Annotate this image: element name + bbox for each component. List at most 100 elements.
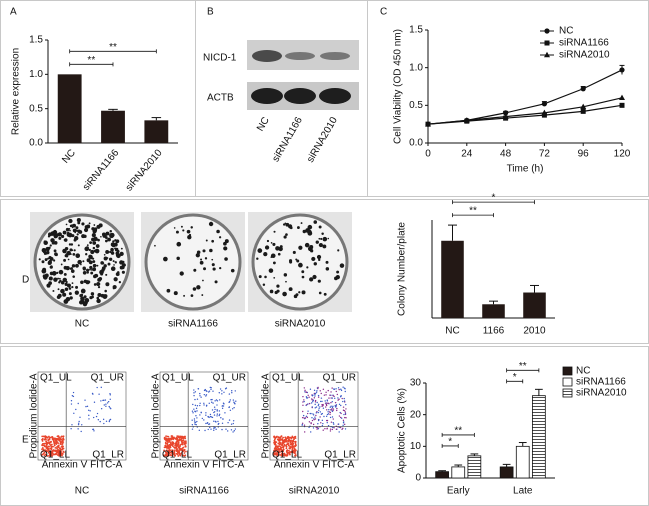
- event-dot: [330, 401, 332, 404]
- x-tick-label: NC: [60, 148, 78, 166]
- event-dot: [196, 405, 199, 407]
- colony-dot: [66, 250, 71, 256]
- event-dot: [91, 392, 94, 395]
- colony-dot: [76, 233, 79, 236]
- colony-dot: [86, 244, 89, 247]
- colony-dot: [60, 280, 65, 285]
- colony-dot: [307, 224, 313, 230]
- colony-dot: [334, 276, 338, 281]
- colony-dot: [83, 295, 87, 299]
- colony-dot: [78, 300, 84, 305]
- event-dot: [228, 406, 230, 409]
- event-dot: [182, 439, 185, 442]
- event-dot: [209, 413, 212, 416]
- event-dot: [327, 413, 330, 415]
- colony-dot: [98, 223, 103, 228]
- event-dot: [318, 409, 320, 411]
- colony-dot: [103, 253, 106, 256]
- event-dot: [205, 414, 207, 416]
- event-dot: [102, 399, 104, 402]
- event-dot: [320, 392, 322, 395]
- colony-dot: [86, 271, 89, 274]
- colony-dot: [223, 246, 228, 251]
- colony-dot: [107, 262, 111, 266]
- event-dot: [319, 400, 322, 403]
- event-dot: [218, 413, 221, 416]
- colony-dot: [179, 271, 184, 276]
- event-dot: [103, 422, 105, 425]
- event-dot: [334, 401, 337, 404]
- event-dot: [164, 454, 167, 456]
- event-dot: [221, 407, 224, 410]
- event-dot: [99, 420, 101, 423]
- colony-dot: [67, 231, 70, 234]
- colony-dot: [270, 241, 273, 244]
- colony-dot: [68, 218, 73, 224]
- event-dot: [57, 446, 60, 449]
- colony-dot: [68, 292, 72, 296]
- colony-dot: [71, 282, 74, 285]
- event-dot: [311, 395, 314, 397]
- event-dot: [303, 387, 306, 389]
- event-dot: [331, 406, 334, 409]
- event-dot: [226, 430, 229, 432]
- event-dot: [327, 424, 330, 427]
- event-dot: [194, 404, 197, 407]
- event-dot: [167, 437, 170, 440]
- event-dot: [191, 419, 193, 421]
- event-dot: [311, 406, 313, 408]
- event-dot: [178, 450, 180, 453]
- colony-dot: [272, 242, 276, 246]
- event-dot: [342, 422, 345, 424]
- event-dot: [230, 423, 233, 425]
- series-line: [427, 69, 623, 125]
- event-dot: [338, 415, 341, 417]
- colony-dot: [93, 283, 97, 286]
- colony-dot: [119, 260, 124, 265]
- bar: [435, 471, 449, 479]
- colony-dot: [83, 268, 86, 271]
- event-dot: [289, 451, 291, 454]
- colony-dot: [283, 235, 287, 239]
- event-dot: [222, 402, 225, 404]
- event-dot: [331, 401, 333, 403]
- event-dot: [167, 435, 170, 438]
- colony-dot: [76, 218, 81, 223]
- colony-dot: [298, 291, 301, 294]
- event-dot: [205, 394, 208, 396]
- event-dot: [203, 404, 205, 406]
- colony-dot: [273, 276, 276, 279]
- flow-x-label: Annexin V FITC-A: [164, 460, 245, 471]
- colony-dot: [65, 265, 70, 271]
- event-dot: [282, 446, 285, 449]
- event-dot: [286, 449, 289, 452]
- event-dot: [93, 401, 96, 403]
- event-dot: [314, 395, 316, 397]
- colony-dot: [269, 289, 274, 294]
- colony-dot: [57, 232, 62, 237]
- event-dot: [95, 415, 98, 418]
- event-dot: [218, 414, 220, 417]
- event-dot: [215, 399, 218, 401]
- colony-dot: [75, 226, 79, 230]
- event-dot: [336, 407, 338, 410]
- quadrant-label: Q1_UL: [40, 373, 72, 384]
- event-dot: [285, 454, 288, 457]
- event-dot: [312, 413, 314, 415]
- y-tick-label: 30: [410, 378, 422, 389]
- colony-dot: [175, 230, 179, 234]
- event-dot: [216, 404, 218, 406]
- event-dot: [163, 454, 165, 457]
- event-dot: [301, 422, 304, 425]
- event-dot: [275, 453, 278, 456]
- event-dot: [285, 440, 288, 443]
- event-dot: [276, 455, 279, 457]
- event-dot: [178, 453, 181, 456]
- colony-dot: [201, 294, 204, 296]
- colony-dot: [262, 283, 266, 286]
- quadrant-label: Q1_LL: [40, 450, 70, 461]
- colony-dot: [97, 293, 102, 298]
- x-tick-label: 120: [614, 149, 631, 160]
- event-dot: [179, 445, 181, 447]
- colony-dot: [68, 287, 72, 290]
